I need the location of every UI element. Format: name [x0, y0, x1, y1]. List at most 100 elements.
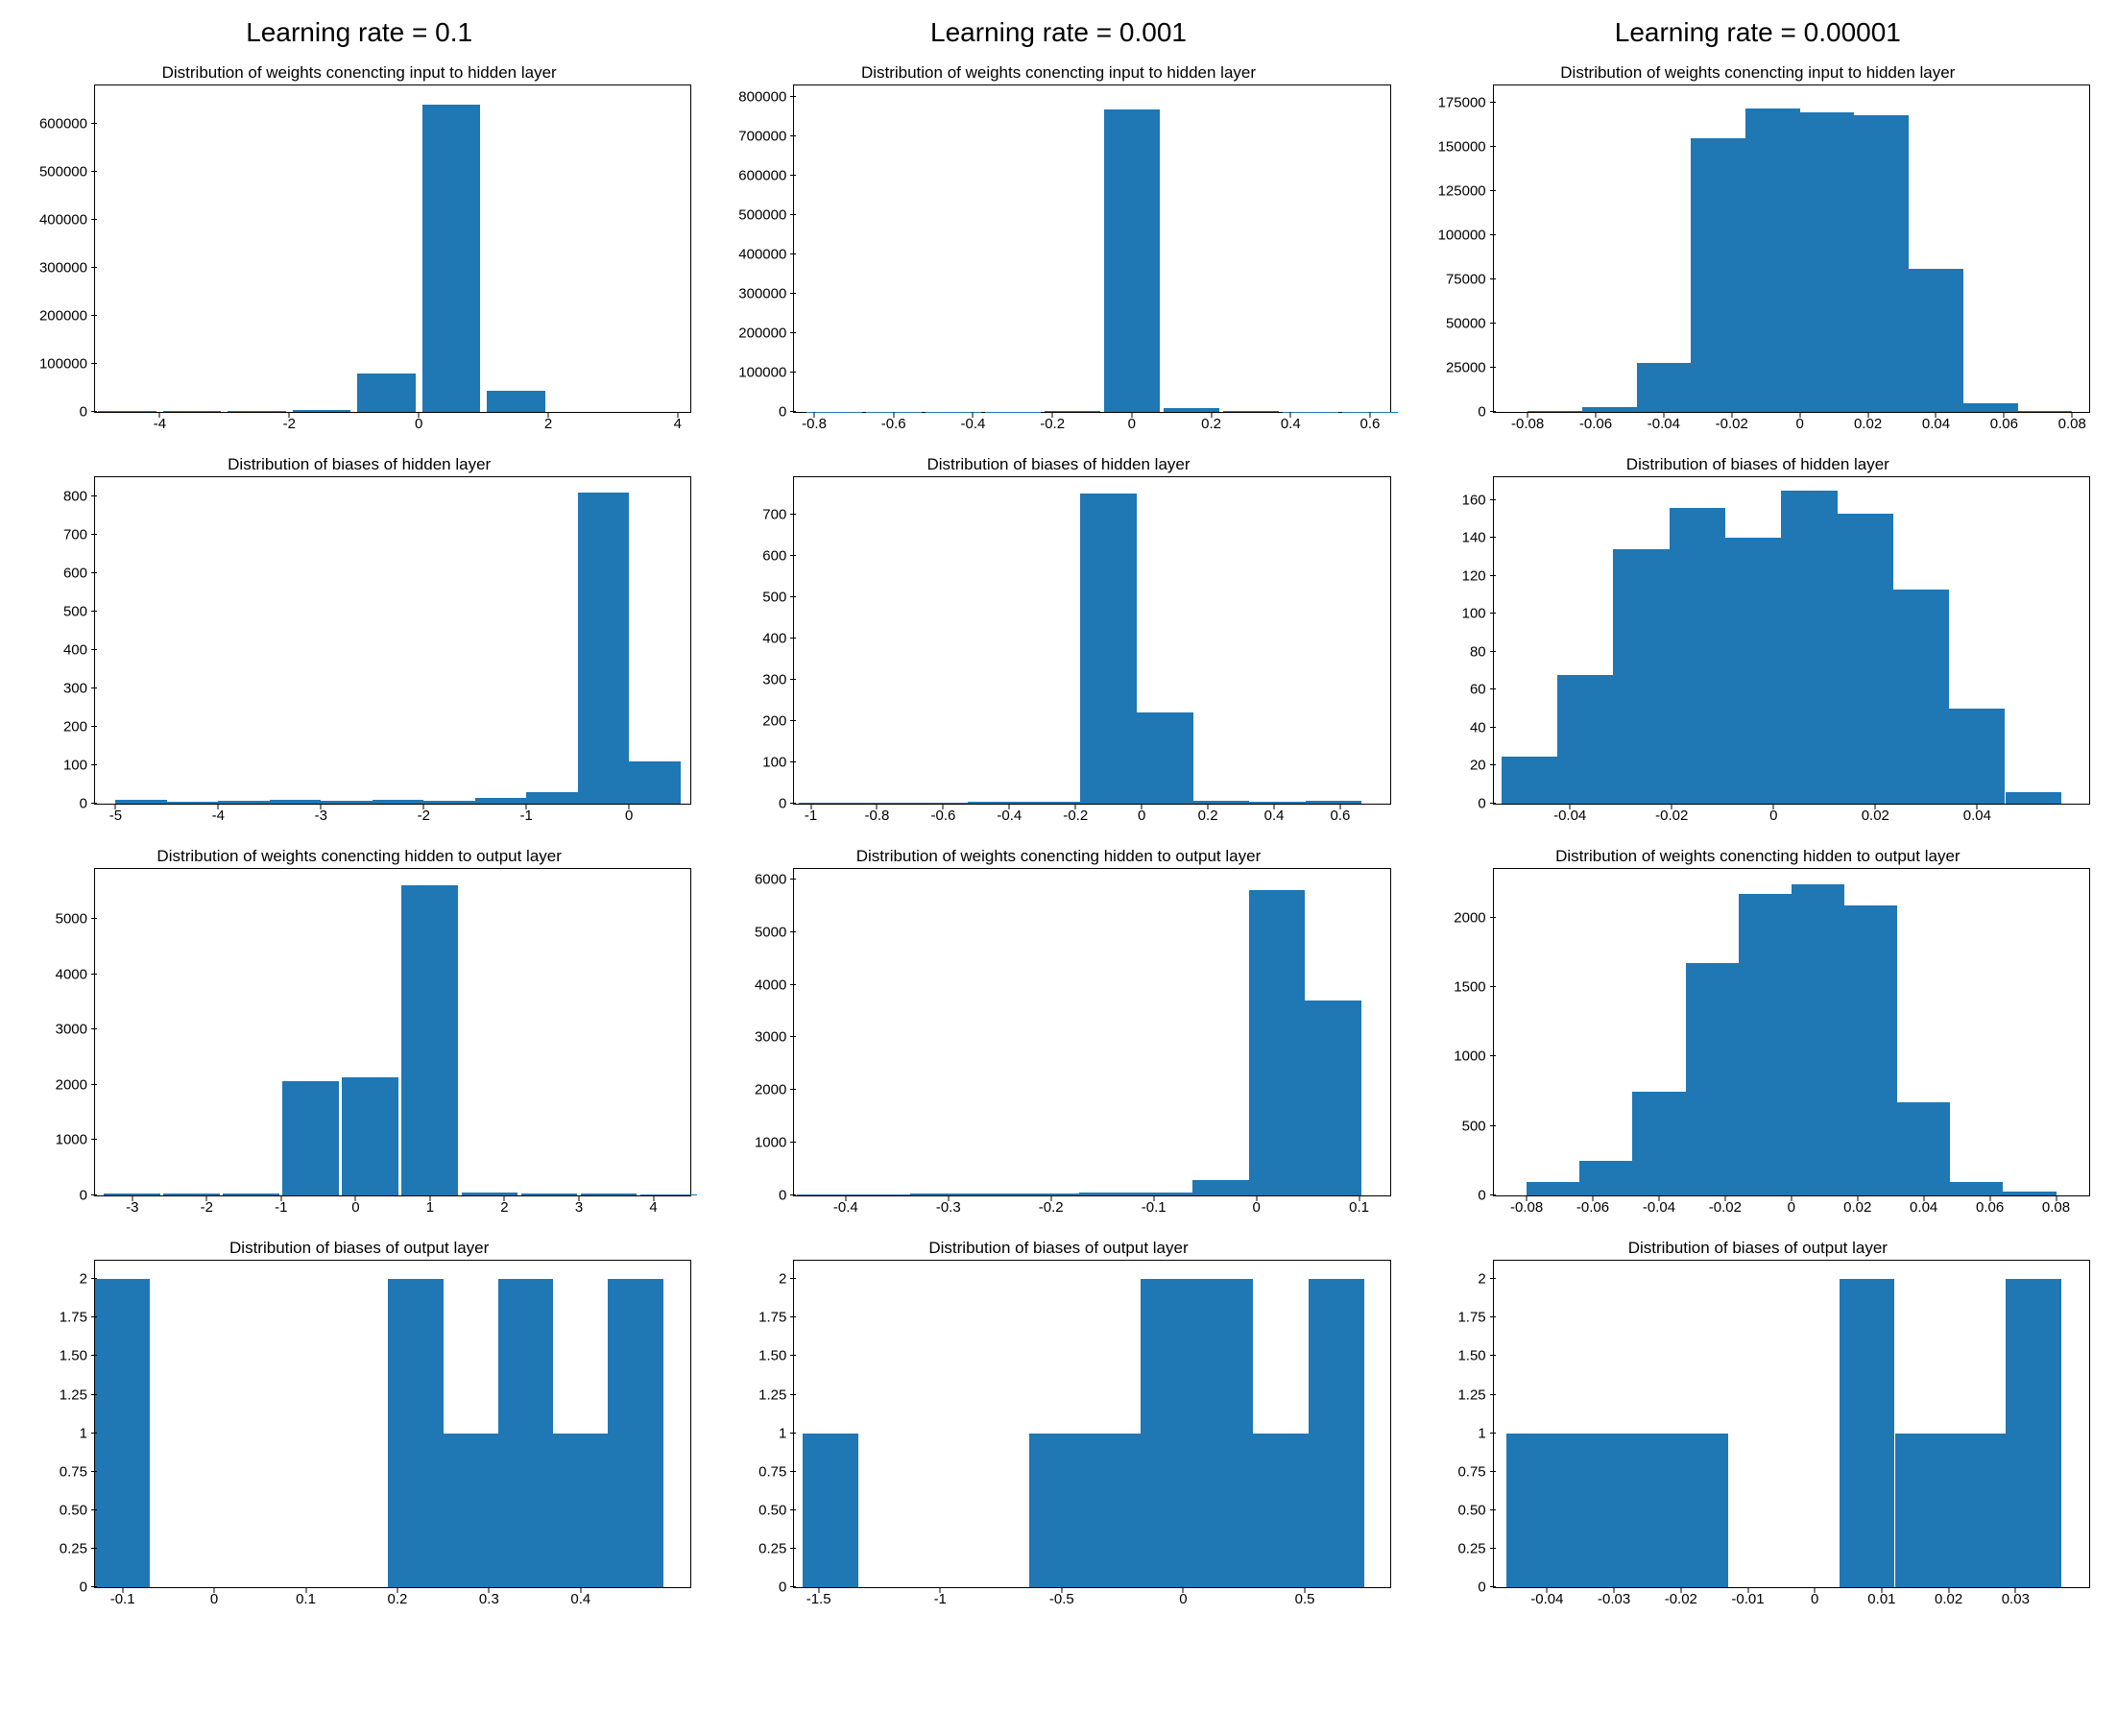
- y-tick-label: 500: [727, 589, 786, 605]
- y-tick-label: 200000: [727, 326, 786, 342]
- chart-cell: Distribution of weights conencting input…: [10, 52, 709, 444]
- chart-title: Distribution of biases of hidden layer: [726, 455, 1390, 474]
- y-tick-label: 1.75: [1427, 1310, 1486, 1326]
- chart-cell: Distribution of biases of output layer00…: [709, 1227, 1407, 1619]
- histogram-bar: [1502, 757, 1557, 804]
- x-tick-label: 4: [674, 416, 682, 432]
- y-tick-label: 200000: [28, 308, 87, 325]
- y-tick-label: 200: [28, 719, 87, 735]
- y-tick-label: 500000: [727, 207, 786, 224]
- y-tick-label: 25000: [1427, 360, 1486, 376]
- chart-title: Distribution of weights conencting input…: [27, 63, 691, 83]
- x-tick-label: -0.2: [1039, 1199, 1064, 1216]
- chart-title: Distribution of weights conencting hidde…: [27, 847, 691, 866]
- histogram-bar: [1136, 1193, 1192, 1195]
- x-tick-label: 0: [1796, 416, 1804, 432]
- histogram-bar: [1104, 109, 1160, 412]
- y-tick-label: 0.50: [1427, 1502, 1486, 1518]
- histogram-bar: [968, 802, 1024, 804]
- x-tick-label: 0.02: [1843, 1199, 1871, 1216]
- histogram-bar: [1632, 1092, 1685, 1196]
- y-tick-label: 600000: [727, 168, 786, 184]
- x-tick-label: -0.6: [930, 808, 955, 824]
- plot-area: 00.250.500.7511.251.501.752-0.100.10.20.…: [94, 1260, 691, 1588]
- x-tick-label: -2: [201, 1199, 213, 1216]
- x-tick-label: 0.2: [1201, 416, 1221, 432]
- x-tick-label: 0: [415, 416, 422, 432]
- x-tick-label: -0.2: [1040, 416, 1065, 432]
- histogram-bar: [581, 1194, 638, 1195]
- y-tick-label: 0: [1427, 796, 1486, 812]
- histogram-bar: [1838, 514, 1893, 804]
- y-tick-label: 1.50: [1427, 1348, 1486, 1364]
- x-tick-label: -2: [418, 808, 430, 824]
- y-tick-label: 0: [727, 796, 786, 812]
- y-tick-label: 0.25: [727, 1540, 786, 1556]
- y-tick-label: 0.75: [1427, 1463, 1486, 1480]
- chart-title: Distribution of weights conencting input…: [726, 63, 1390, 83]
- y-tick-label: 500000: [28, 164, 87, 181]
- chart-title: Distribution of biases of hidden layer: [27, 455, 691, 474]
- x-tick-label: 0: [1128, 416, 1136, 432]
- x-tick-label: 3: [575, 1199, 583, 1216]
- x-tick-label: 0.2: [1198, 808, 1218, 824]
- histogram-bar: [321, 801, 372, 804]
- y-tick-label: 500: [1427, 1118, 1486, 1134]
- histogram-bar: [1085, 1434, 1141, 1587]
- histogram-bar: [578, 493, 629, 804]
- y-tick-label: 700: [727, 506, 786, 522]
- chart-cell: Distribution of biases of hidden layer02…: [1408, 444, 2107, 835]
- column-header: Learning rate = 0.00001: [1408, 10, 2107, 52]
- x-tick-label: -4: [154, 416, 166, 432]
- x-tick-label: 0.2: [387, 1591, 407, 1607]
- histogram-bar: [1193, 801, 1250, 804]
- y-tick-label: 0: [28, 1188, 87, 1204]
- histogram-bar: [422, 105, 481, 412]
- chart-title: Distribution of biases of output layer: [27, 1239, 691, 1258]
- x-tick-label: 0.1: [1349, 1199, 1369, 1216]
- x-tick-label: -3: [315, 808, 327, 824]
- histogram-bar: [1792, 884, 1844, 1195]
- y-tick-label: 125000: [1427, 183, 1486, 200]
- histogram-bar: [95, 1279, 150, 1587]
- histogram-bar: [855, 803, 912, 804]
- histogram-bar: [1196, 1279, 1252, 1587]
- histogram-bar: [1963, 403, 2018, 412]
- y-tick-label: 400000: [727, 247, 786, 263]
- chart-cell: Distribution of weights conencting hidde…: [10, 835, 709, 1227]
- histogram-bar: [293, 410, 351, 413]
- x-tick-label: 0: [1179, 1591, 1187, 1607]
- x-tick-label: -0.4: [833, 1199, 858, 1216]
- histogram-bar: [2018, 411, 2073, 412]
- x-tick-label: 1: [426, 1199, 434, 1216]
- y-tick-label: 100000: [28, 356, 87, 373]
- x-tick-label: -0.06: [1576, 1199, 1609, 1216]
- x-tick-label: 4: [649, 1199, 657, 1216]
- y-tick-label: 200: [727, 712, 786, 729]
- y-tick-label: 100000: [1427, 228, 1486, 244]
- y-tick-label: 75000: [1427, 272, 1486, 288]
- histogram-bar: [1670, 508, 1725, 804]
- y-tick-label: 0.50: [28, 1502, 87, 1518]
- histogram-bar: [1506, 1434, 1562, 1587]
- chart-title: Distribution of biases of hidden layer: [1426, 455, 2090, 474]
- y-tick-label: 120: [1427, 567, 1486, 584]
- histogram-bar: [487, 391, 545, 413]
- histogram-bar: [1949, 709, 2005, 804]
- histogram-bar: [1950, 1182, 2003, 1195]
- y-tick-label: 160: [1427, 492, 1486, 508]
- x-tick-label: -0.5: [1049, 1591, 1074, 1607]
- histogram-bar: [218, 801, 269, 804]
- x-tick-label: 0.4: [1264, 808, 1285, 824]
- y-tick-label: 1500: [1427, 978, 1486, 995]
- y-tick-label: 80: [1427, 643, 1486, 660]
- histogram-bar: [854, 1194, 910, 1195]
- histogram-bar: [799, 803, 855, 804]
- x-tick-label: 0.02: [1862, 808, 1889, 824]
- plot-area: 0100200300400500600700-1-0.8-0.6-0.4-0.2…: [793, 476, 1390, 805]
- y-tick-label: 175000: [1427, 95, 1486, 111]
- chart-cell: Distribution of weights conencting input…: [709, 52, 1407, 444]
- y-tick-label: 600: [28, 566, 87, 582]
- chart-title: Distribution of weights conencting hidde…: [1426, 847, 2090, 866]
- y-tick-label: 100: [727, 754, 786, 770]
